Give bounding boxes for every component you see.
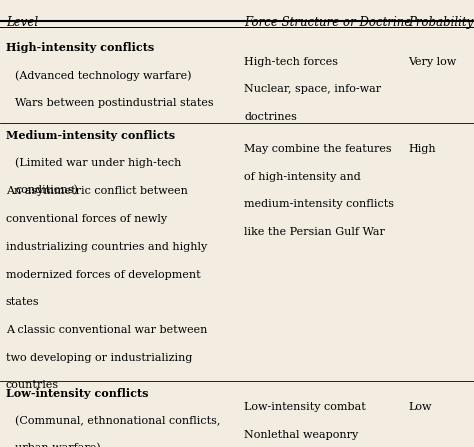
Text: Low-intensity conflicts: Low-intensity conflicts [6, 388, 148, 399]
Text: of high-intensity and: of high-intensity and [244, 172, 361, 181]
Text: Very low: Very low [409, 57, 457, 67]
Text: two developing or industrializing: two developing or industrializing [6, 353, 192, 363]
Text: states: states [6, 297, 39, 307]
Text: urban warfare): urban warfare) [15, 443, 101, 447]
Text: (Limited war under high-tech: (Limited war under high-tech [15, 157, 182, 168]
Text: conditions): conditions) [15, 185, 78, 195]
Text: (Advanced technology warfare): (Advanced technology warfare) [15, 70, 191, 81]
Text: modernized forces of development: modernized forces of development [6, 270, 201, 279]
Text: conventional forces of newly: conventional forces of newly [6, 214, 167, 224]
Text: Level: Level [6, 16, 38, 29]
Text: countries: countries [6, 380, 59, 390]
Text: An asymmetric conflict between: An asymmetric conflict between [6, 186, 188, 196]
Text: High-intensity conflicts: High-intensity conflicts [6, 42, 154, 54]
Text: Nuclear, space, info-war: Nuclear, space, info-war [244, 84, 381, 94]
Text: High-tech forces: High-tech forces [244, 57, 338, 67]
Text: High: High [409, 144, 436, 154]
Text: industrializing countries and highly: industrializing countries and highly [6, 242, 207, 252]
Text: May combine the features: May combine the features [244, 144, 392, 154]
Text: Nonlethal weaponry: Nonlethal weaponry [244, 430, 358, 440]
Text: Low-intensity combat: Low-intensity combat [244, 402, 366, 412]
Text: Force Structure or Doctrine: Force Structure or Doctrine [244, 16, 411, 29]
Text: Probability: Probability [409, 16, 474, 29]
Text: medium-intensity conflicts: medium-intensity conflicts [244, 199, 394, 209]
Text: doctrines: doctrines [244, 112, 297, 122]
Text: Medium-intensity conflicts: Medium-intensity conflicts [6, 130, 175, 141]
Text: Low: Low [409, 402, 432, 412]
Text: (Communal, ethnonational conflicts,: (Communal, ethnonational conflicts, [15, 416, 220, 426]
Text: Wars between postindustrial states: Wars between postindustrial states [15, 98, 214, 108]
Text: A classic conventional war between: A classic conventional war between [6, 325, 207, 335]
Text: like the Persian Gulf War: like the Persian Gulf War [244, 227, 385, 237]
